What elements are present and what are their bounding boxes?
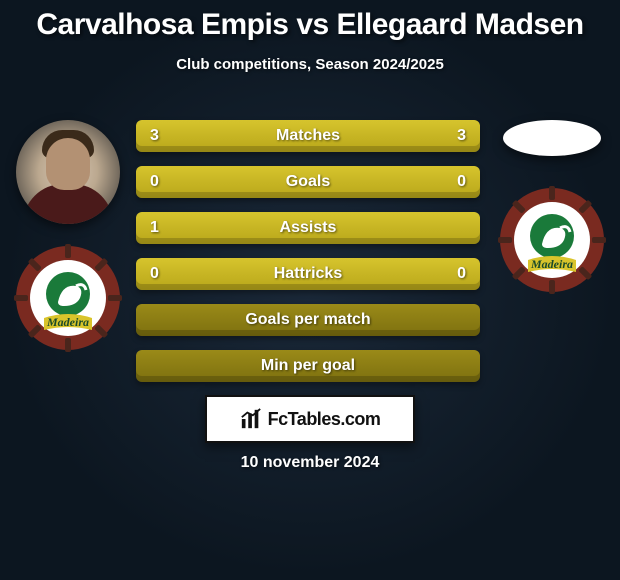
bar-chart-icon <box>240 408 262 430</box>
avatar-face-shape <box>46 138 90 190</box>
stat-bar-hattricks: 0 Hattricks 0 <box>136 258 480 290</box>
stat-right-value: 3 <box>457 127 466 145</box>
stat-label: Assists <box>280 219 337 237</box>
right-club-badge: Madeira <box>498 186 606 294</box>
footer-brand-badge: FcTables.com <box>205 395 415 443</box>
footer-brand-text: FcTables.com <box>268 409 381 430</box>
stat-bar-matches: 3 Matches 3 <box>136 120 480 152</box>
stat-left-value: 1 <box>150 219 159 237</box>
stat-left-value: 0 <box>150 265 159 283</box>
stats-bars: 3 Matches 3 0 Goals 0 1 Assists 0 Hattri… <box>136 120 480 382</box>
left-player-column: Madeira <box>8 120 128 352</box>
left-player-avatar <box>16 120 120 224</box>
stat-left-value: 0 <box>150 173 159 191</box>
stat-left-value: 3 <box>150 127 159 145</box>
stat-label: Hattricks <box>274 265 342 283</box>
stat-bar-goals: 0 Goals 0 <box>136 166 480 198</box>
stat-right-value: 0 <box>457 173 466 191</box>
page-title: Carvalhosa Empis vs Ellegaard Madsen <box>0 0 620 42</box>
badge-ribbon-text: Madeira <box>46 315 89 329</box>
footer-date: 10 november 2024 <box>0 454 620 472</box>
stat-label: Goals per match <box>245 311 370 329</box>
stat-right-value: 0 <box>457 265 466 283</box>
right-player-avatar-placeholder <box>503 120 601 156</box>
stat-label: Matches <box>276 127 340 145</box>
stat-label: Goals <box>286 173 330 191</box>
stat-bar-min-per-goal: Min per goal <box>136 350 480 382</box>
left-club-badge: Madeira <box>14 244 122 352</box>
right-player-column: Madeira <box>492 120 612 294</box>
club-badge-svg: Madeira <box>14 244 122 352</box>
avatar-body-shape <box>23 184 113 224</box>
stat-bar-assists: 1 Assists <box>136 212 480 244</box>
page-subtitle: Club competitions, Season 2024/2025 <box>0 56 620 73</box>
club-badge-svg: Madeira <box>498 186 606 294</box>
stat-bar-goals-per-match: Goals per match <box>136 304 480 336</box>
stat-label: Min per goal <box>261 357 355 375</box>
badge-ribbon-text: Madeira <box>530 257 573 271</box>
